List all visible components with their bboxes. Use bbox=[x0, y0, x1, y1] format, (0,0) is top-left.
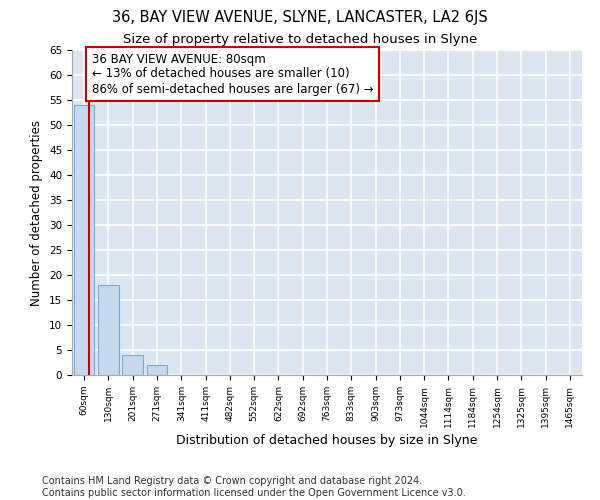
Text: Contains HM Land Registry data © Crown copyright and database right 2024.
Contai: Contains HM Land Registry data © Crown c… bbox=[42, 476, 466, 498]
Y-axis label: Number of detached properties: Number of detached properties bbox=[31, 120, 43, 306]
Text: 36, BAY VIEW AVENUE, SLYNE, LANCASTER, LA2 6JS: 36, BAY VIEW AVENUE, SLYNE, LANCASTER, L… bbox=[112, 10, 488, 25]
Bar bbox=[74, 105, 94, 375]
Text: 36 BAY VIEW AVENUE: 80sqm
← 13% of detached houses are smaller (10)
86% of semi-: 36 BAY VIEW AVENUE: 80sqm ← 13% of detac… bbox=[92, 52, 374, 96]
Bar bbox=[98, 285, 119, 375]
Bar bbox=[146, 365, 167, 375]
X-axis label: Distribution of detached houses by size in Slyne: Distribution of detached houses by size … bbox=[176, 434, 478, 447]
Text: Size of property relative to detached houses in Slyne: Size of property relative to detached ho… bbox=[123, 32, 477, 46]
Bar bbox=[122, 355, 143, 375]
